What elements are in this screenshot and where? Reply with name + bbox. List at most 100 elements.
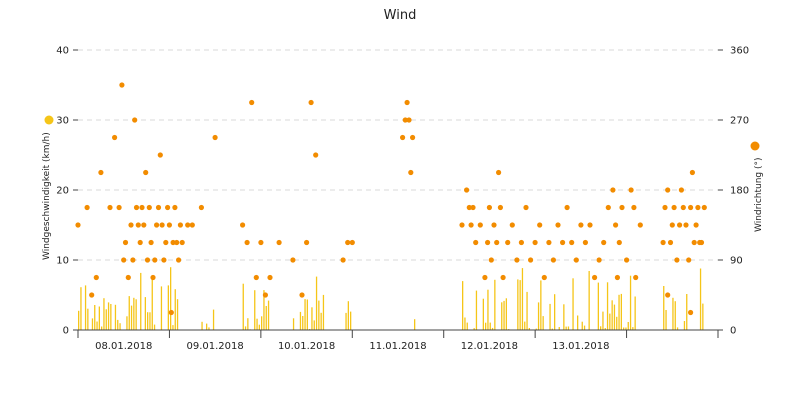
- wind-speed-bar: [489, 322, 491, 330]
- x-tick-label: 12.01.2018: [461, 341, 518, 352]
- wind-speed-bar: [110, 304, 112, 330]
- wind-speed-bar: [114, 304, 117, 330]
- wind-direction-point: [244, 239, 250, 246]
- wind-direction-point: [509, 222, 515, 228]
- wind-direction-point: [665, 292, 671, 298]
- wind-speed-bar: [602, 311, 604, 330]
- wind-direction-point: [163, 239, 169, 246]
- wind-speed-bar: [482, 298, 484, 330]
- wind-speed-bar: [676, 327, 679, 330]
- wind-direction-point: [98, 169, 104, 176]
- x-tick-label: 09.01.2018: [187, 341, 244, 352]
- wind-direction-point: [698, 239, 705, 246]
- wind-speed-bar: [302, 316, 304, 330]
- wind-speed-bar: [172, 325, 174, 330]
- wind-direction-point: [485, 239, 491, 246]
- wind-direction-point: [161, 257, 167, 263]
- wind-speed-bar: [517, 279, 519, 330]
- wind-direction-point: [189, 222, 195, 228]
- wind-direction-point: [122, 239, 129, 246]
- wind-direction-point: [137, 239, 143, 246]
- chart-title: Wind: [384, 8, 417, 23]
- wind-direction-point: [660, 239, 666, 246]
- wind-speed-bar: [526, 291, 528, 330]
- wind-direction-point: [569, 239, 575, 246]
- wind-direction-point: [628, 187, 634, 193]
- wind-direction-point: [546, 239, 552, 246]
- wind-speed-bar: [494, 279, 496, 330]
- wind-direction-point: [497, 204, 503, 211]
- wind-speed-bar: [549, 303, 551, 330]
- wind-speed-bar: [176, 299, 179, 330]
- wind-speed-bar: [618, 294, 620, 330]
- x-tick-label: 08.01.2018: [95, 341, 152, 352]
- wind-speed-bar: [672, 297, 674, 330]
- wind-direction-point: [143, 169, 149, 176]
- wind-speed-bar: [140, 272, 142, 330]
- wind-speed-bar: [629, 275, 632, 330]
- wind-direction-point: [249, 99, 255, 106]
- wind-direction-point: [308, 99, 314, 106]
- wind-speed-bar: [674, 301, 676, 330]
- wind-speed-bar: [98, 306, 100, 330]
- wind-direction-point: [464, 187, 470, 193]
- y-left-tick-label: 20: [56, 186, 69, 197]
- wind-speed-bar: [699, 268, 702, 330]
- wind-speed-bar: [160, 286, 163, 330]
- wind-direction-point: [139, 204, 145, 211]
- wind-speed-bar: [503, 300, 505, 330]
- y-axis-right-title: Windrichtung (°): [754, 157, 764, 232]
- wind-speed-bar: [683, 321, 686, 330]
- wind-direction-point: [573, 257, 579, 263]
- wind-speed-bar: [567, 326, 570, 330]
- wind-direction-point: [688, 204, 694, 211]
- x-tick-label: 11.01.2018: [369, 341, 426, 352]
- wind-direction-point: [267, 274, 273, 281]
- wind-direction-point: [130, 257, 136, 263]
- wind-direction-point: [616, 239, 622, 246]
- wind-direction-point: [107, 204, 113, 211]
- wind-speed-bar: [625, 327, 627, 330]
- wind-direction-point: [523, 204, 529, 211]
- wind-direction-point: [170, 239, 176, 246]
- wind-direction-point: [637, 222, 643, 228]
- wind-speed-bar: [107, 302, 110, 330]
- wind-direction-point: [528, 257, 534, 263]
- wind-direction-point: [179, 239, 185, 246]
- wind-speed-bar: [94, 305, 96, 330]
- wind-direction-point: [410, 134, 416, 141]
- wind-direction-point: [144, 257, 151, 263]
- wind-speed-bar: [611, 300, 613, 330]
- y-axis-left: 0 10 20 30 40: [56, 46, 78, 337]
- wind-speed-bar: [247, 318, 249, 330]
- wind-direction-point: [677, 222, 683, 228]
- wind-direction-point: [157, 152, 163, 158]
- wind-speed-bar: [149, 312, 151, 330]
- wind-direction-point: [240, 222, 246, 228]
- wind-direction-point: [695, 204, 701, 211]
- wind-speed-bar: [473, 328, 475, 330]
- left-axis-legend-dot: [44, 115, 54, 125]
- wind-speed-bar: [258, 324, 260, 330]
- wind-speed-bar: [563, 304, 565, 330]
- wind-direction-point: [349, 239, 355, 246]
- wind-speed-bar: [78, 310, 80, 330]
- wind-speed-bar: [583, 325, 586, 330]
- wind-speed-bar: [242, 283, 244, 330]
- wind-speed-bar: [686, 294, 688, 330]
- wind-direction-point: [146, 204, 152, 211]
- wind-direction-point: [290, 257, 296, 263]
- wind-speed-bar: [261, 316, 263, 330]
- wind-speed-bar: [347, 301, 349, 330]
- wind-speed-bar: [208, 327, 210, 330]
- wind-direction-point: [550, 257, 557, 263]
- wind-direction-point: [340, 257, 346, 263]
- wind-speed-bar: [613, 304, 616, 330]
- wind-direction-point: [404, 99, 410, 106]
- wind-speed-bar: [84, 285, 87, 330]
- wind-speed-bar: [315, 276, 318, 330]
- wind-speed-bar: [91, 318, 94, 330]
- wind-direction-point: [578, 222, 584, 228]
- wind-speed-bar: [322, 294, 325, 330]
- wind-speed-bar: [130, 305, 133, 330]
